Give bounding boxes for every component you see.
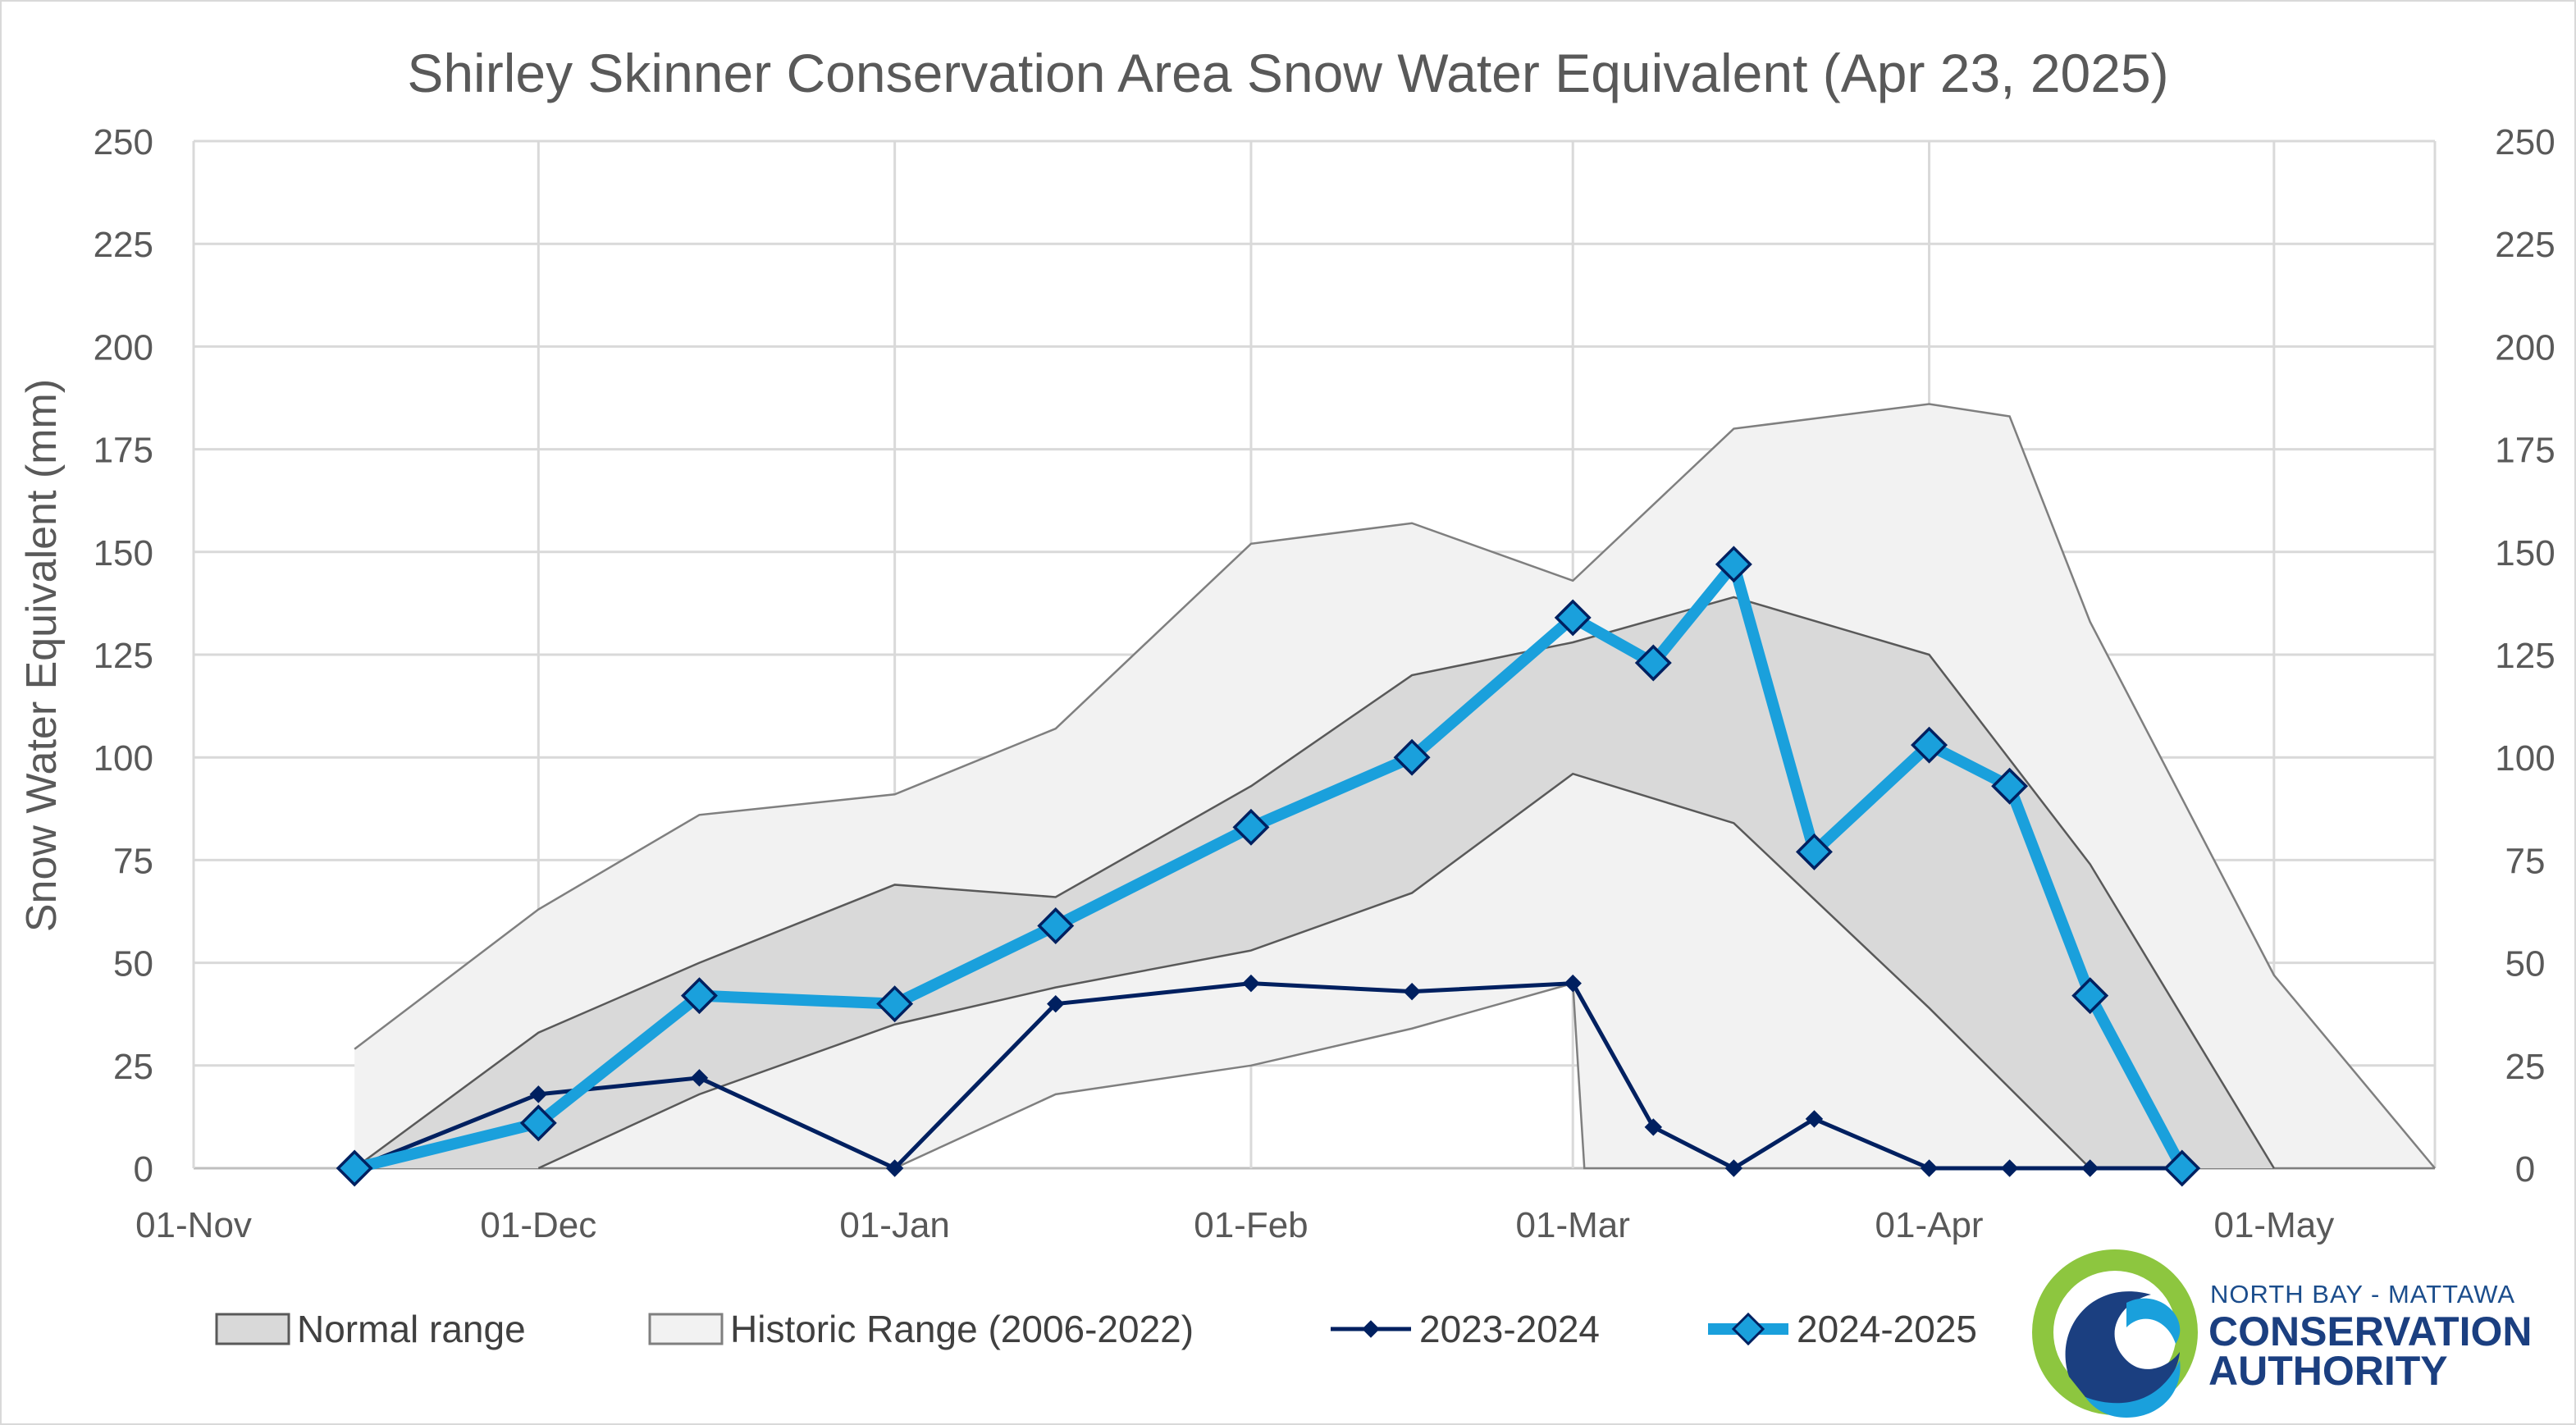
y-tick-label-left: 75 [113,841,153,881]
y-tick-label-right: 250 [2495,122,2555,162]
x-tick-label: 01-Feb [1194,1205,1308,1245]
data-point-marker [876,985,914,1023]
data-point-marker [1644,1118,1663,1136]
y-tick-label-right: 25 [2505,1047,2546,1087]
legend-swatch [648,1313,724,1345]
range-band-fill [354,596,2274,1168]
data-point-marker [1393,738,1431,776]
data-point-marker [1634,644,1672,682]
data-point-marker [885,1159,904,1177]
logo-swirl-icon [2126,1298,2181,1344]
y-tick-label-left: 225 [94,225,153,265]
data-point-marker [1242,974,1260,993]
logo-line-1: NORTH BAY - MATTAWA [2210,1280,2515,1309]
x-tick-label: 01-Dec [480,1205,596,1245]
legend-label: Historic Range (2006-2022) [730,1308,1194,1350]
logo-swirl-icon [2065,1291,2180,1404]
y-tick-label-left: 100 [94,738,153,779]
legend-label: 2023-2024 [1419,1308,1600,1350]
logo-swirl-icon [2085,1360,2181,1418]
data-series [336,546,2201,1187]
logo-emblem-icon [2032,1249,2198,1418]
legend-label: Normal range [297,1308,526,1350]
legend-marker [1362,1320,1380,1338]
data-point-marker [1232,808,1270,846]
data-point-marker [2080,1159,2099,1177]
range-bands [354,403,2436,1170]
data-point-marker [690,1069,709,1087]
data-point-marker [1037,907,1075,945]
data-point-marker [2071,977,2109,1015]
range-band-upper-edge [354,596,2275,1170]
legend-label: 2024-2025 [1797,1308,1977,1350]
legend-swatch [215,1313,290,1345]
x-tick-label: 01-Apr [1875,1205,1984,1245]
data-point-marker [1554,599,1592,637]
legend-marker [1731,1312,1765,1346]
data-point-marker [519,1104,557,1142]
tick-labels: 0 0 25 25 50 50 75 75 100 100 125 125 150 150 175 175 20… [94,122,2555,1245]
chart-title: Shirley Skinner Conservation Area Snow W… [407,43,2168,103]
data-point-marker [1564,974,1582,993]
data-point-marker [336,1149,373,1187]
logo-line-3: AUTHORITY [2208,1348,2448,1394]
y-tick-label-left: 125 [94,636,153,676]
y-tick-label-right: 175 [2495,431,2555,471]
legend: Normal range Historic Range (2006-2022) 20… [215,1308,1977,1350]
y-tick-label-right: 75 [2505,841,2546,881]
y-tick-label-left: 25 [113,1047,153,1087]
data-point-marker [2163,1149,2201,1187]
y-tick-label-left: 250 [94,122,153,162]
range-band-lower-edge [537,772,2091,1170]
conservation-authority-logo: NORTH BAY - MATTAWA CONSERVATION AUTHORI… [2032,1249,2532,1418]
data-point-marker [2000,1159,2019,1177]
range-band-lower-edge [354,982,2435,1170]
data-point-marker [1920,1159,1939,1177]
data-point-marker [1715,546,1752,583]
y-tick-label-right: 125 [2495,636,2555,676]
x-tick-label: 01-Jan [839,1205,950,1245]
logo-line-2: CONSERVATION [2208,1309,2532,1354]
data-point-marker [680,977,718,1015]
range-band-upper-edge [354,403,2436,1169]
y-tick-label-right: 50 [2505,944,2546,984]
data-point-marker [1403,982,1421,1001]
y-axis-label: Snow Water Equivalent (mm) [18,379,66,932]
data-point-marker [529,1085,548,1103]
y-tick-label-right: 200 [2495,327,2555,368]
data-point-marker [1911,726,1948,764]
y-tick-label-right: 0 [2515,1149,2535,1190]
y-tick-label-left: 150 [94,533,153,573]
x-tick-label: 01-Nov [135,1205,252,1245]
y-tick-label-left: 175 [94,431,153,471]
y-tick-label-left: 200 [94,327,153,368]
y-tick-label-left: 0 [134,1149,153,1190]
y-tick-label-right: 225 [2495,225,2555,265]
y-tick-label-right: 150 [2495,533,2555,573]
data-point-marker [1724,1159,1743,1177]
data-point-marker [1795,833,1833,870]
x-tick-label: 01-May [2213,1205,2334,1245]
x-tick-label: 01-Mar [1516,1205,1630,1245]
data-point-marker [1991,767,2029,805]
y-tick-label-left: 50 [113,944,153,984]
data-point-marker [1805,1110,1824,1128]
y-tick-label-right: 100 [2495,738,2555,779]
data-point-marker [1047,994,1065,1013]
